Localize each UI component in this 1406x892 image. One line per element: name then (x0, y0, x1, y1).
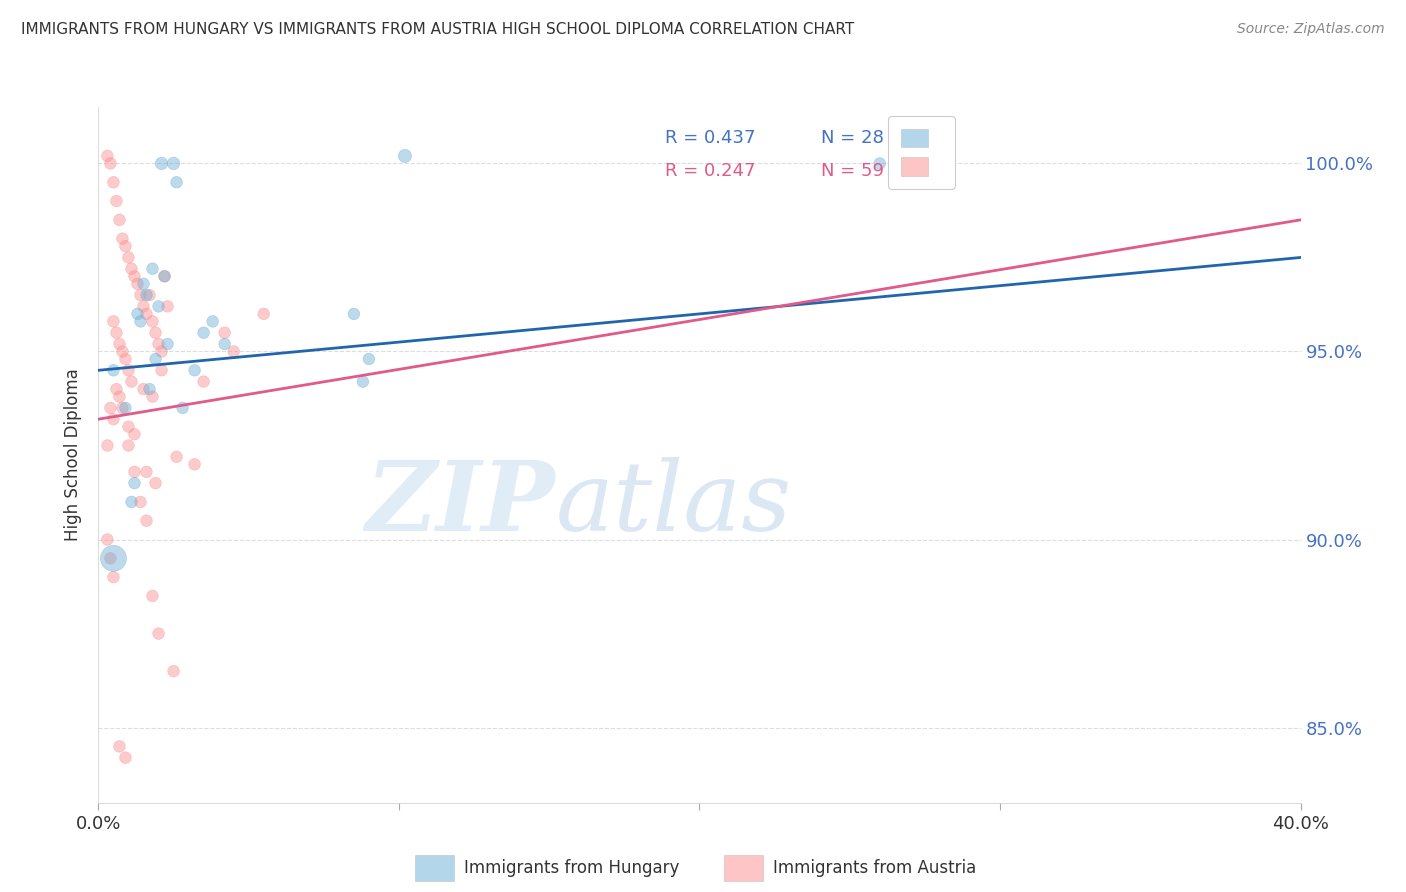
Point (145, 326, 167, 340)
Point (117, 419, 139, 434)
Text: ZIP: ZIP (366, 457, 555, 550)
Point (172, 401, 194, 415)
Text: R = 0.247: R = 0.247 (665, 162, 755, 180)
Point (162, 664, 184, 678)
Point (117, 438, 139, 452)
Point (141, 589, 163, 603)
Point (162, 156, 184, 170)
Point (132, 382, 155, 396)
Point (124, 427, 146, 442)
Point (103, 314, 125, 328)
Point (141, 261, 163, 276)
Point (121, 261, 143, 276)
Text: Immigrants from Austria: Immigrants from Austria (773, 859, 977, 877)
Point (141, 314, 163, 328)
Point (127, 307, 149, 321)
Point (166, 450, 188, 464)
Point (156, 337, 179, 351)
Point (108, 739, 131, 754)
Point (103, 363, 125, 377)
Point (121, 375, 143, 389)
Point (103, 570, 125, 584)
Point (114, 750, 136, 764)
Point (108, 390, 131, 404)
Point (138, 382, 160, 396)
Point (100, 401, 122, 415)
Point (96, 149, 118, 163)
Point (148, 626, 170, 640)
Point (183, 363, 205, 377)
Text: N = 28: N = 28 (821, 129, 884, 147)
Point (135, 288, 157, 302)
Point (150, 344, 173, 359)
Text: R = 0.437: R = 0.437 (665, 129, 755, 147)
Point (135, 307, 157, 321)
Point (111, 344, 134, 359)
Point (103, 551, 125, 566)
Point (153, 269, 176, 284)
Point (145, 476, 167, 491)
Point (150, 363, 173, 377)
Point (343, 307, 366, 321)
Text: Immigrants from Hungary: Immigrants from Hungary (464, 859, 679, 877)
Point (352, 375, 374, 389)
Point (132, 299, 155, 313)
Point (127, 277, 149, 291)
Point (96, 533, 118, 547)
Point (357, 351, 380, 366)
Point (135, 465, 157, 479)
Point (111, 401, 134, 415)
Point (100, 551, 122, 566)
Point (114, 401, 136, 415)
Point (253, 307, 276, 321)
Point (124, 465, 146, 479)
Point (183, 458, 205, 472)
Point (135, 514, 157, 528)
Point (121, 495, 143, 509)
Point (869, 156, 891, 170)
Point (114, 239, 136, 253)
Point (103, 175, 125, 189)
Point (193, 326, 215, 340)
Point (138, 288, 160, 302)
Point (145, 351, 167, 366)
Point (117, 363, 139, 377)
Point (166, 175, 188, 189)
Point (214, 326, 236, 340)
Point (214, 337, 236, 351)
Y-axis label: High School Diploma: High School Diploma (65, 368, 83, 541)
Point (148, 299, 170, 313)
Text: IMMIGRANTS FROM HUNGARY VS IMMIGRANTS FROM AUSTRIA HIGH SCHOOL DIPLOMA CORRELATI: IMMIGRANTS FROM HUNGARY VS IMMIGRANTS FR… (21, 22, 855, 37)
Point (105, 326, 128, 340)
Text: N = 59: N = 59 (821, 162, 884, 180)
Point (108, 337, 131, 351)
Point (114, 351, 136, 366)
Point (394, 149, 416, 163)
Point (117, 251, 139, 265)
Point (129, 314, 152, 328)
Point (96, 438, 118, 452)
Point (148, 337, 170, 351)
Point (129, 495, 152, 509)
Point (132, 277, 155, 291)
Point (103, 412, 125, 426)
Point (105, 382, 128, 396)
Point (100, 156, 122, 170)
Point (156, 299, 179, 313)
Point (124, 476, 146, 491)
Text: atlas: atlas (555, 457, 792, 550)
Text: Source: ZipAtlas.com: Source: ZipAtlas.com (1237, 22, 1385, 37)
Point (111, 232, 134, 246)
Point (201, 314, 224, 328)
Point (150, 156, 173, 170)
Point (193, 375, 215, 389)
Point (124, 269, 146, 284)
Point (153, 269, 176, 284)
Point (141, 390, 163, 404)
Point (108, 212, 131, 227)
Legend: , : , (889, 116, 955, 189)
Point (129, 288, 152, 302)
Point (222, 344, 245, 359)
Point (105, 194, 128, 208)
